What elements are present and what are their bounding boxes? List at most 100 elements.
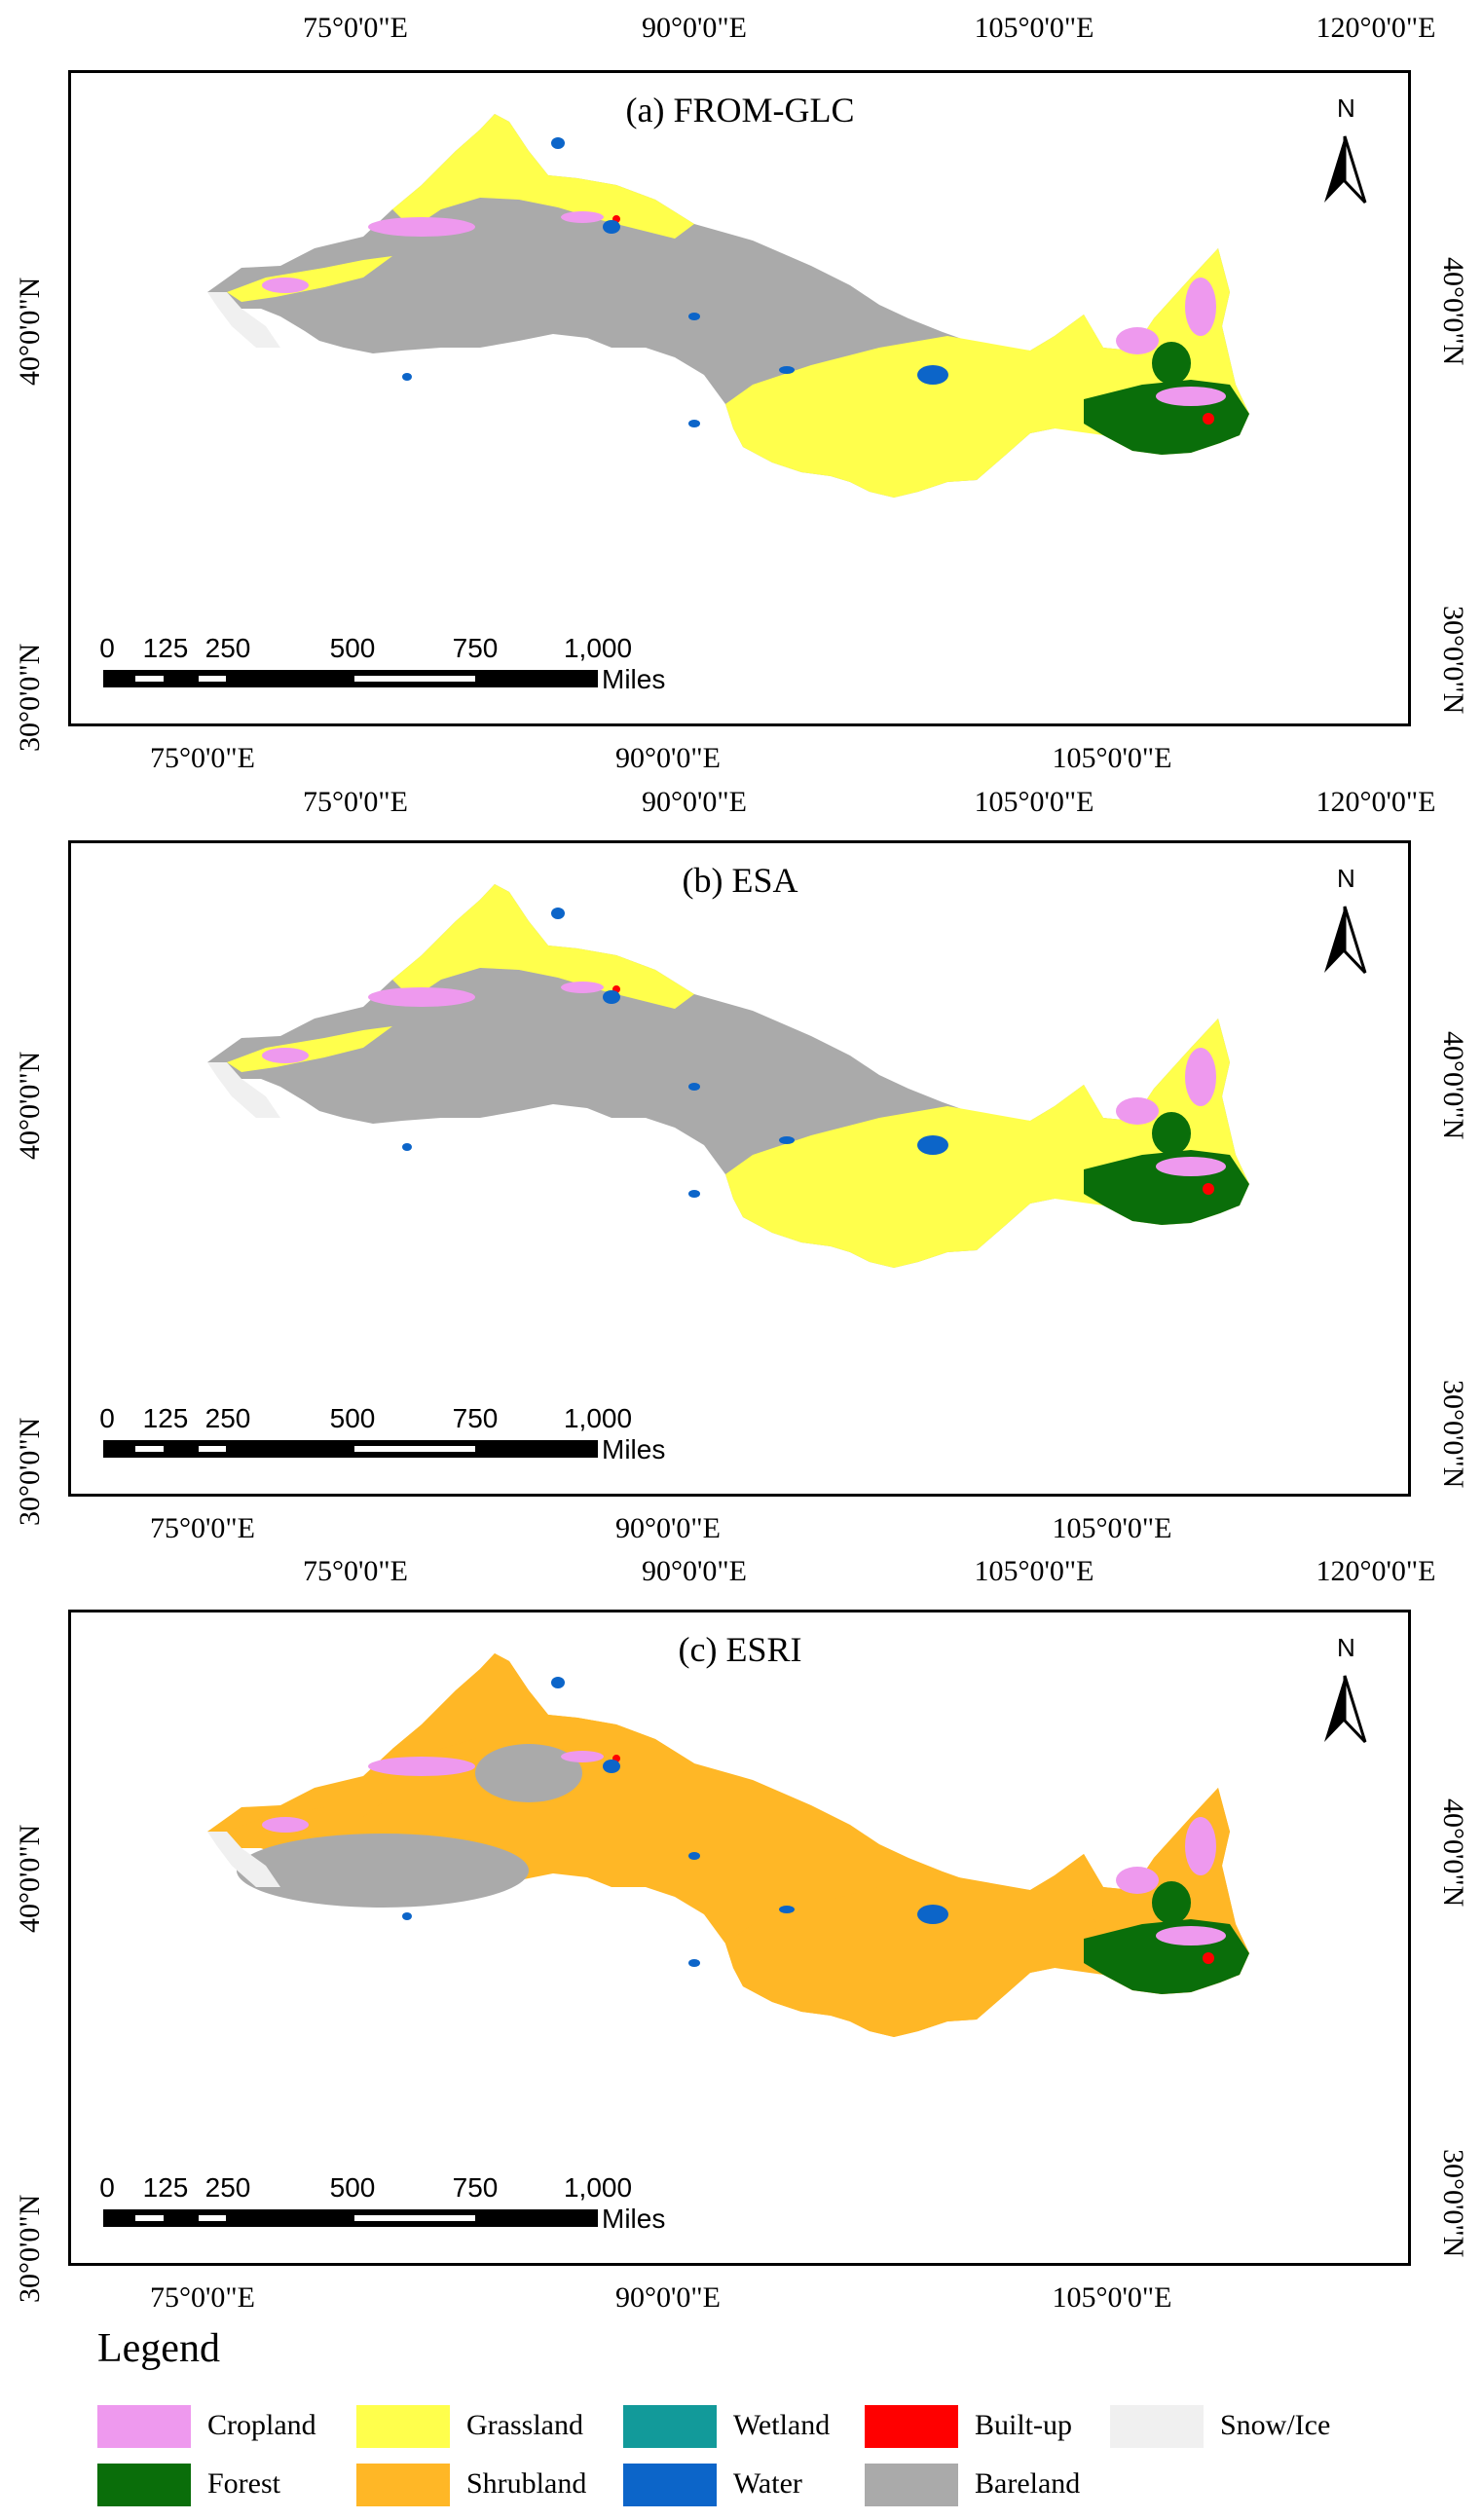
built-up-patch: [1203, 413, 1214, 425]
legend-label: Grassland: [466, 2409, 583, 2441]
east-region: [725, 1854, 1103, 2037]
scale-label: 250: [204, 1403, 251, 1433]
lat-tick-right: 40°0'0"N: [1437, 1798, 1469, 1908]
map-panel-c: 75°0'0"E 90°0'0"E 105°0'0"E 120°0'0"E (c…: [0, 1543, 1483, 2317]
lon-tick-top: 105°0'0"E: [974, 1555, 1094, 1587]
scale-bar: 0 125 250 500 750 1,000 Miles: [99, 2172, 687, 2241]
lat-tick-left: 40°0'0"N: [14, 277, 46, 386]
land-cover-map: [207, 114, 1249, 498]
lake: [688, 420, 700, 427]
lon-tick-bottom: 90°0'0"E: [615, 742, 721, 774]
cropland-patch: [368, 217, 475, 237]
lake: [603, 220, 620, 234]
snow-ice-area: [207, 1062, 280, 1118]
lat-tick-left: 30°0'0"N: [14, 643, 46, 752]
region-shape: [207, 114, 1249, 498]
east-region: [725, 1085, 1103, 1268]
scale-bar: 0 125 250 500 750 1,000 Miles: [99, 1403, 687, 1471]
scale-label: 750: [452, 633, 499, 663]
cropland-patch: [368, 1757, 475, 1776]
map-frame: [68, 70, 1411, 726]
map-panel-b: 75°0'0"E 90°0'0"E 105°0'0"E 120°0'0"E (b…: [0, 774, 1483, 1544]
lon-tick-bottom: 75°0'0"E: [150, 1512, 255, 1544]
lake: [551, 1677, 565, 1688]
cropland-patch: [1116, 1097, 1159, 1125]
legend-swatch: [356, 2405, 450, 2448]
scale-label: 500: [329, 633, 376, 663]
lake: [917, 365, 948, 385]
lake: [917, 1905, 948, 1924]
north-arrow-icon: [1324, 906, 1367, 975]
legend-label: Wetland: [733, 2409, 831, 2441]
lat-tick-left: 30°0'0"N: [14, 1417, 46, 1526]
lat-tick-left: 30°0'0"N: [14, 2194, 46, 2303]
lake: [688, 313, 700, 320]
scale-label: 250: [204, 633, 251, 663]
legend-swatch: [623, 2464, 717, 2506]
north-arrow: N: [1322, 93, 1367, 206]
legend-label: Bareland: [975, 2467, 1081, 2500]
north-label: N: [1337, 1633, 1355, 1662]
built-up-patch: [1203, 1183, 1214, 1195]
scale-label: 500: [329, 1403, 376, 1433]
map-title: (c) ESRI: [678, 1630, 802, 1669]
cropland-patch: [1156, 387, 1226, 406]
legend-swatch: [97, 2405, 191, 2448]
region-shape: [207, 1653, 1249, 2037]
scale-label: 125: [142, 633, 189, 663]
lake: [688, 1959, 700, 1967]
built-up-patch: [1203, 1952, 1214, 1964]
lake: [551, 908, 565, 919]
north-arrow-icon: [1324, 1675, 1367, 1744]
north-label: N: [1337, 864, 1355, 893]
desert-bareland: [475, 1744, 582, 1802]
scale-bar-graphic: [103, 1440, 598, 1458]
scale-bar-graphic: [103, 2209, 598, 2227]
lake: [779, 366, 795, 374]
basin-bareland: [237, 1834, 529, 1908]
lake: [603, 1760, 620, 1773]
lon-tick-bottom: 105°0'0"E: [1052, 1512, 1172, 1544]
lat-tick-right: 40°0'0"N: [1437, 257, 1469, 366]
scale-label: 0: [99, 2172, 115, 2203]
lon-tick-bottom: 75°0'0"E: [150, 742, 255, 774]
cropland-patch: [561, 1751, 604, 1762]
lat-tick-right: 30°0'0"N: [1437, 1380, 1469, 1489]
cropland-patch: [1185, 278, 1216, 336]
lake: [688, 1083, 700, 1091]
legend-label: Cropland: [207, 2409, 316, 2441]
scale-label: 0: [99, 1403, 115, 1433]
scale-unit: Miles: [602, 664, 666, 694]
lon-tick-top: 120°0'0"E: [1316, 12, 1436, 44]
lon-tick-top: 75°0'0"E: [303, 1555, 408, 1587]
cropland-patch: [262, 1817, 309, 1833]
lake: [402, 1912, 412, 1920]
map-frame: [68, 840, 1411, 1497]
scale-unit: Miles: [602, 2204, 666, 2234]
forest-patch: [1152, 1881, 1191, 1924]
lon-tick-top: 90°0'0"E: [642, 1555, 747, 1587]
scale-bar: 0 125 250 500 750 1,000 Miles: [99, 633, 687, 701]
lon-tick-top: 120°0'0"E: [1316, 1555, 1436, 1587]
north-arrow: N: [1322, 864, 1367, 977]
map-title: (a) FROM-GLC: [625, 91, 855, 130]
cropland-patch: [1185, 1048, 1216, 1106]
lon-tick-top: 120°0'0"E: [1316, 786, 1436, 818]
scale-label: 1,000: [563, 633, 633, 663]
legend-label: Water: [733, 2467, 802, 2500]
legend-swatch: [97, 2464, 191, 2506]
east-region: [725, 315, 1103, 498]
map-panel-a: 75°0'0"E 90°0'0"E 105°0'0"E 120°0'0"E (a…: [0, 0, 1483, 774]
north-label: N: [1337, 93, 1355, 123]
lat-tick-left: 40°0'0"N: [14, 1824, 46, 1933]
lon-tick-top: 105°0'0"E: [974, 786, 1094, 818]
land-cover-map: [207, 884, 1249, 1268]
snow-ice-area: [207, 1832, 280, 1887]
cropland-patch: [262, 278, 309, 293]
scale-label: 250: [204, 2172, 251, 2203]
lake: [779, 1906, 795, 1913]
lat-tick-left: 40°0'0"N: [14, 1051, 46, 1160]
scale-bar-graphic: [103, 670, 598, 687]
legend-swatch: [865, 2464, 958, 2506]
cropland-patch: [262, 1048, 309, 1063]
